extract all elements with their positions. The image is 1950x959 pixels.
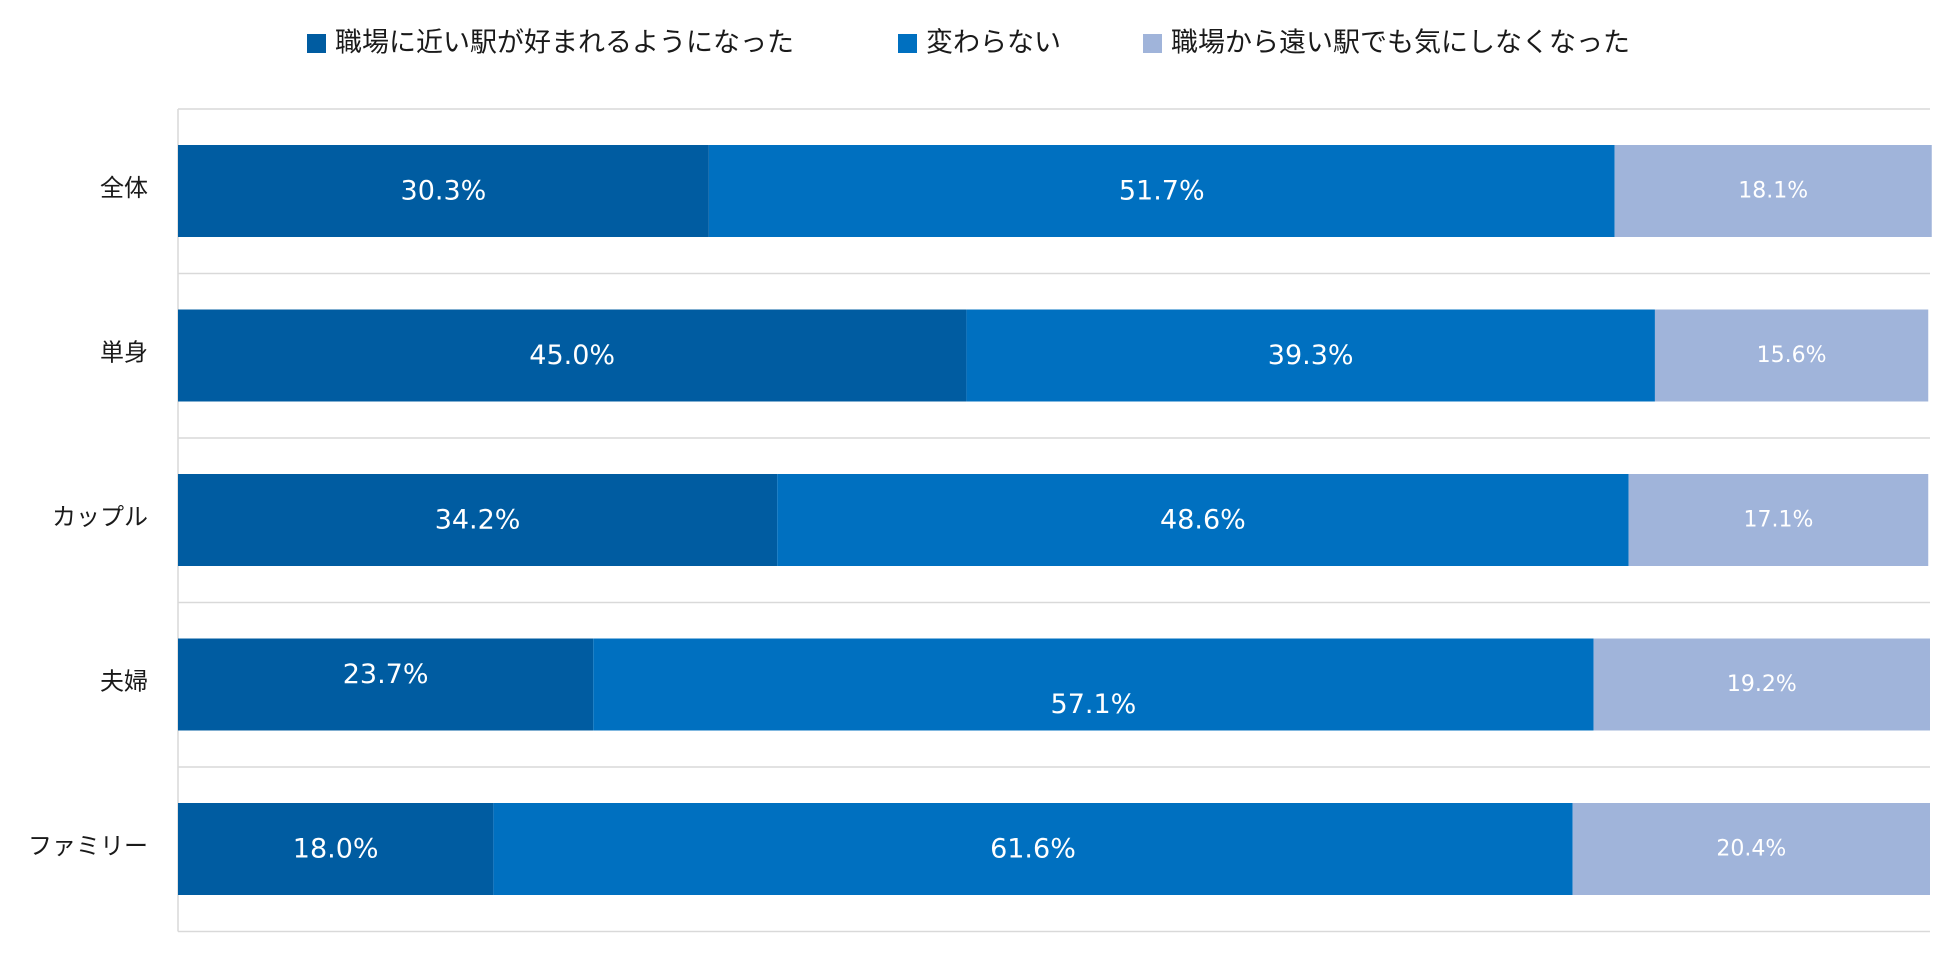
- bar-segment: [966, 309, 1655, 402]
- bar-segment: [178, 474, 778, 566]
- category-label: 全体: [100, 174, 148, 202]
- bar-segment: [1614, 145, 1932, 237]
- legend-swatch: [1143, 34, 1162, 53]
- data-label: 51.7%: [1119, 176, 1205, 207]
- data-label: 61.6%: [990, 834, 1076, 865]
- data-label: 30.3%: [401, 176, 487, 207]
- data-label: 17.1%: [1744, 508, 1814, 533]
- data-label: 45.0%: [529, 340, 615, 371]
- data-label: 18.0%: [293, 834, 379, 865]
- bar-segment: [1572, 803, 1930, 895]
- data-label: 19.2%: [1727, 672, 1797, 697]
- bars-layer: [178, 145, 1932, 895]
- bar-segment: [593, 638, 1594, 731]
- data-label: 18.1%: [1738, 179, 1808, 204]
- bar-segment: [178, 309, 967, 402]
- data-label: 48.6%: [1160, 505, 1246, 536]
- bar-segment: [178, 145, 709, 237]
- bar-segment: [1654, 309, 1929, 402]
- category-label: ファミリー: [28, 832, 148, 860]
- data-label: 34.2%: [435, 505, 521, 536]
- grid-layer: [177, 108, 1930, 933]
- legend-swatch: [307, 34, 326, 53]
- legend-label: 変わらない: [926, 28, 1061, 59]
- category-label: 単身: [100, 339, 148, 367]
- value-labels-layer: 30.3% 51.7% 18.1% 45.0% 39.3% 15.6% 34.2% 48.6%…: [293, 176, 1827, 865]
- bar-segment: [708, 145, 1615, 237]
- bar-segment: [1593, 638, 1930, 731]
- bar-segment: [777, 474, 1629, 566]
- legend-swatch: [898, 34, 917, 53]
- legend-label: 職場に近い駅が好まれるようになった: [335, 28, 794, 59]
- data-label: 20.4%: [1716, 837, 1786, 862]
- data-label: 15.6%: [1757, 343, 1827, 368]
- category-label: カップル: [52, 503, 148, 531]
- legend: 職場に近い駅が好まれるようになった 変わらない 職場から遠い駅でも気にしなくなった: [307, 28, 1630, 59]
- data-label: 23.7%: [343, 659, 429, 690]
- data-label: 39.3%: [1268, 340, 1354, 371]
- bar-segment: [493, 803, 1573, 895]
- bar-segment: [178, 638, 594, 731]
- legend-label: 職場から遠い駅でも気にしなくなった: [1171, 28, 1630, 59]
- bar-segment: [1628, 474, 1929, 566]
- data-label: 57.1%: [1051, 689, 1137, 720]
- category-label: 夫婦: [100, 668, 148, 696]
- bar-segment: [178, 803, 494, 895]
